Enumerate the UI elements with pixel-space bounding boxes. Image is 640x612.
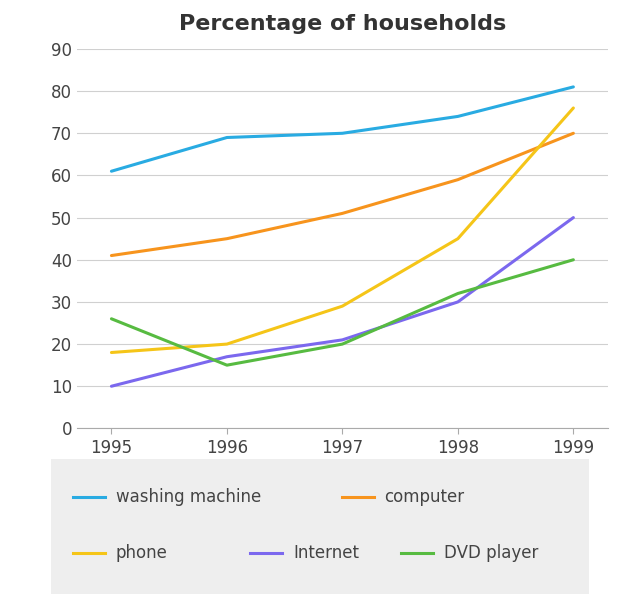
Internet [570, 214, 577, 222]
DVD player [454, 290, 461, 297]
Line: computer: computer [111, 133, 573, 256]
DVD player [223, 362, 231, 369]
Text: washing machine: washing machine [116, 488, 261, 506]
phone [570, 104, 577, 111]
phone [454, 235, 461, 242]
Internet [108, 382, 115, 390]
washing machine [570, 83, 577, 91]
washing machine [108, 168, 115, 175]
Line: DVD player: DVD player [111, 259, 573, 365]
DVD player [570, 256, 577, 263]
Line: washing machine: washing machine [111, 87, 573, 171]
DVD player [108, 315, 115, 323]
Internet [454, 298, 461, 305]
washing machine [223, 134, 231, 141]
washing machine [454, 113, 461, 120]
Line: phone: phone [111, 108, 573, 353]
phone [223, 340, 231, 348]
computer [108, 252, 115, 259]
phone [339, 302, 346, 310]
Text: DVD player: DVD player [444, 544, 538, 562]
Text: computer: computer [385, 488, 465, 506]
washing machine [339, 130, 346, 137]
Text: Internet: Internet [293, 544, 359, 562]
computer [454, 176, 461, 184]
computer [223, 235, 231, 242]
Line: Internet: Internet [111, 218, 573, 386]
FancyBboxPatch shape [35, 457, 605, 596]
Internet [223, 353, 231, 360]
computer [339, 210, 346, 217]
computer [570, 130, 577, 137]
DVD player [339, 340, 346, 348]
Title: Percentage of households: Percentage of households [179, 13, 506, 34]
Text: phone: phone [116, 544, 168, 562]
phone [108, 349, 115, 356]
Internet [339, 336, 346, 343]
